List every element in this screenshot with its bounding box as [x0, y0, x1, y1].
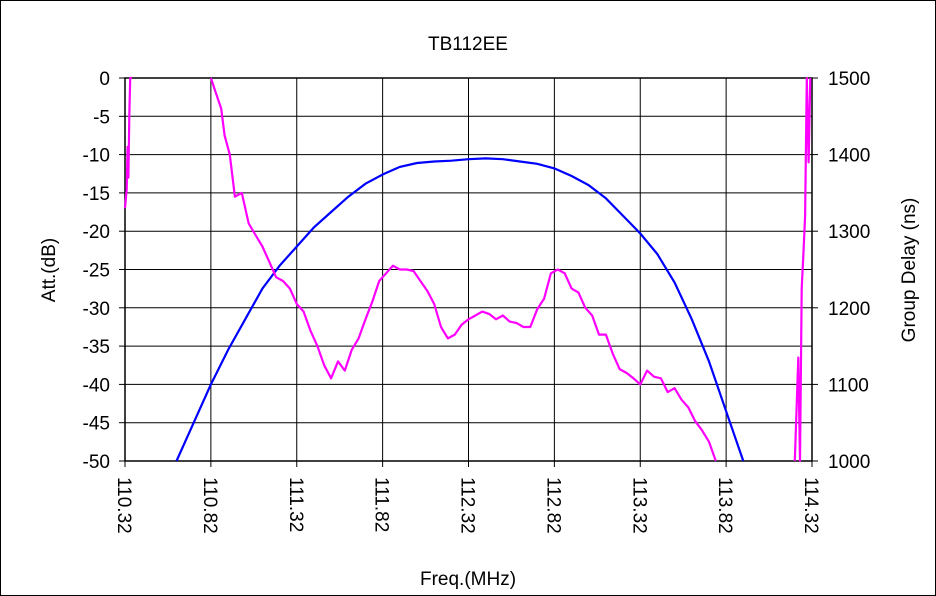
x-tick-label: 112.32 — [457, 477, 478, 534]
right-tick-label: 1300 — [828, 222, 870, 243]
x-tick-label: 111.82 — [371, 477, 392, 532]
x-tick-label: 113.82 — [714, 477, 735, 534]
attenuation-line — [175, 157, 745, 462]
chart-title: TB112EE — [428, 34, 508, 55]
left-axis-ticks: 0 -5 -10 -15 -20 -25 -30 -35 -40 -45 -50 — [83, 69, 125, 473]
left-tick-label: -40 — [83, 375, 110, 396]
left-tick-label: -5 — [93, 107, 110, 128]
x-axis-label: Freq.(MHz) — [420, 569, 516, 590]
left-tick-label: -45 — [83, 414, 110, 435]
left-axis-label: Att.(dB) — [39, 238, 60, 302]
x-tick-label: 110.82 — [199, 477, 220, 534]
x-tick-label: 113.32 — [628, 477, 649, 534]
right-axis-ticks: 1500 1400 1300 1200 1100 1000 — [812, 69, 870, 473]
group-delay-line — [209, 77, 717, 462]
left-tick-label: -35 — [83, 337, 110, 358]
series-group — [123, 76, 812, 463]
right-tick-label: 1100 — [828, 375, 869, 396]
right-tick-label: 1200 — [828, 299, 870, 320]
left-tick-label: -25 — [83, 261, 110, 282]
left-tick-label: -10 — [83, 146, 110, 167]
right-tick-label: 1500 — [828, 69, 870, 90]
right-axis-label: Group Delay (ns) — [899, 198, 920, 343]
group-delay-line — [793, 76, 812, 463]
x-tick-label: 110.32 — [113, 477, 134, 534]
left-tick-label: -15 — [83, 184, 110, 205]
left-tick-label: -20 — [83, 222, 110, 243]
x-tick-label: 111.32 — [285, 477, 306, 532]
x-axis-ticks: 110.32 110.82 111.32 111.82 112.32 112.82 113.… — [113, 461, 821, 534]
left-tick-label: -50 — [83, 452, 110, 473]
x-tick-label: 114.32 — [800, 477, 821, 534]
left-tick-label: 0 — [99, 69, 110, 90]
grid-lines — [125, 78, 812, 461]
right-tick-label: 1000 — [828, 452, 870, 473]
left-tick-label: -30 — [83, 299, 110, 320]
right-tick-label: 1400 — [828, 146, 870, 167]
group-delay-line — [123, 76, 132, 209]
x-tick-label: 112.82 — [542, 477, 563, 534]
